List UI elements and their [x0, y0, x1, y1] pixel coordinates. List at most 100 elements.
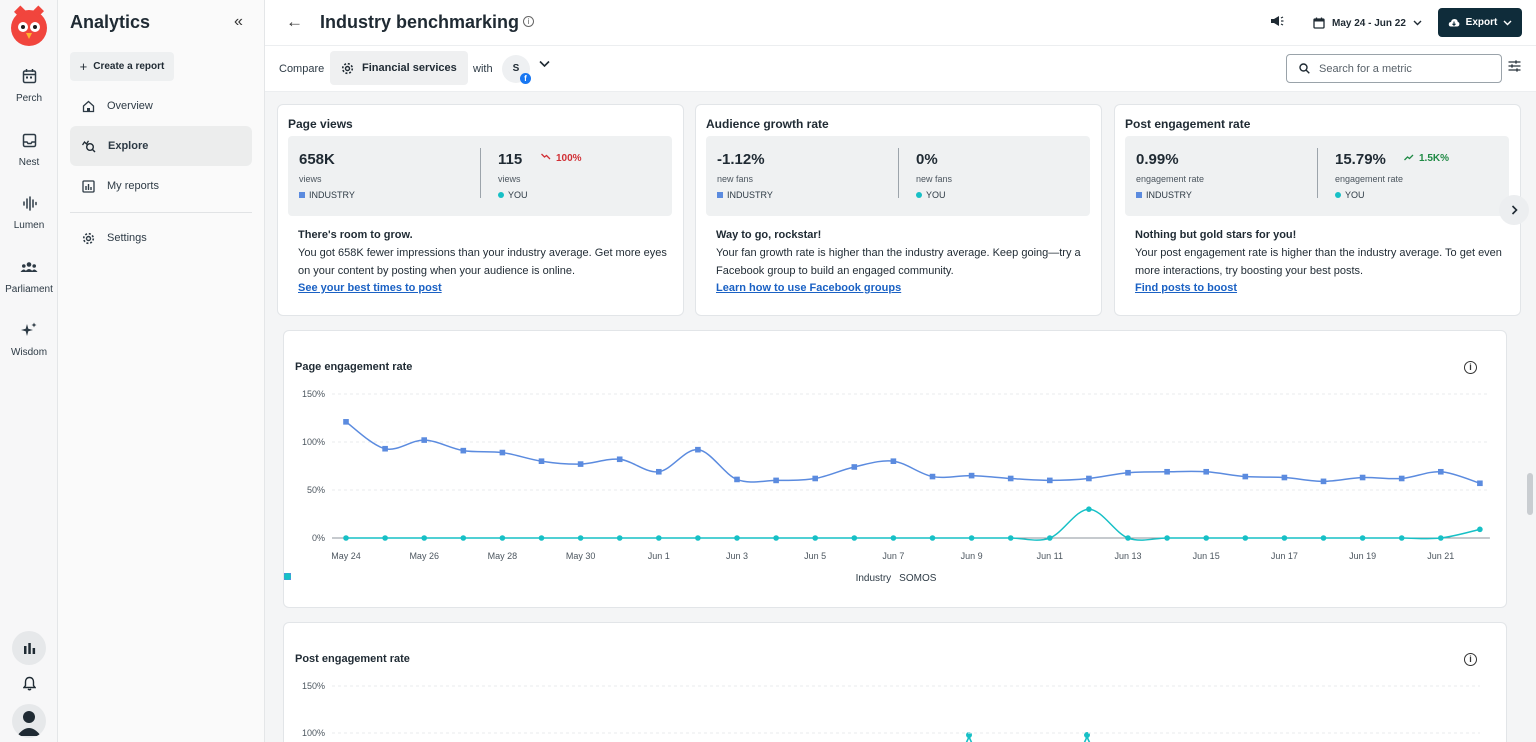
x-tick-label: Jun 11: [1037, 551, 1063, 561]
you-dot-icon: [916, 192, 922, 198]
sidebar-title: Analytics: [70, 12, 151, 32]
rail-item-wisdom[interactable]: Wisdom: [0, 322, 58, 358]
sidebar-divider: [70, 212, 252, 213]
legend-label: Industry: [855, 573, 892, 584]
info-icon[interactable]: i: [523, 16, 534, 27]
somos-data-point: [968, 535, 975, 541]
search-input[interactable]: [1319, 62, 1489, 75]
you-unit: views: [498, 174, 521, 184]
delta-badge: 1.5K%: [1404, 153, 1449, 164]
filter-sliders-icon[interactable]: [1508, 60, 1521, 72]
sidebar-item-my-reports[interactable]: My reports: [70, 166, 252, 206]
x-tick-label: Jun 9: [961, 551, 983, 561]
chevron-down-icon[interactable]: [539, 60, 550, 68]
date-range-picker[interactable]: May 24 - Jun 22: [1313, 9, 1422, 37]
owl-logo-icon[interactable]: [11, 5, 47, 46]
somos-data-point: [773, 535, 779, 541]
metric-search[interactable]: [1286, 54, 1502, 83]
x-tick-label: Jun 21: [1427, 551, 1454, 561]
industry-label: Financial services: [362, 62, 457, 74]
notifications-button[interactable]: [12, 666, 46, 700]
you-value: 0%: [916, 151, 938, 168]
industry-stat: 658K views INDUSTRY: [299, 151, 355, 200]
x-tick-label: Jun 7: [882, 551, 904, 561]
industry-data-point: [1477, 480, 1483, 487]
profile-avatar[interactable]: S f: [502, 55, 531, 84]
industry-square-icon: [299, 192, 305, 198]
scrollbar-thumb[interactable]: [1527, 473, 1533, 515]
industry-selector[interactable]: Financial services: [330, 51, 468, 85]
avatar[interactable]: [12, 704, 46, 738]
delta-badge: 100%: [541, 153, 582, 164]
somos-data-point: [1398, 535, 1405, 541]
announcement-icon[interactable]: [1270, 15, 1284, 27]
info-icon[interactable]: i: [1464, 653, 1477, 666]
rail-item-perch[interactable]: Perch: [0, 68, 58, 104]
industry-data-point: [460, 447, 467, 454]
x-tick-label: Jun 13: [1114, 551, 1141, 561]
you-value: 115: [498, 151, 523, 168]
industry-data-point: [616, 456, 623, 463]
analytics-rail-button[interactable]: [12, 631, 46, 665]
main-content: Page views 658K views INDUSTRY 115 views…: [265, 93, 1536, 742]
y-tick-label: 0%: [312, 533, 325, 543]
x-tick-label: Jun 3: [726, 551, 748, 561]
x-tick-label: May 26: [409, 551, 439, 561]
sidebar-item-settings[interactable]: Settings: [70, 218, 252, 258]
you-unit: engagement rate: [1335, 174, 1404, 184]
somos-data-point: [460, 535, 467, 541]
rail-item-nest[interactable]: Nest: [0, 133, 58, 168]
back-arrow-icon[interactable]: ←: [286, 12, 303, 31]
card-link[interactable]: Find posts to boost: [1135, 282, 1238, 294]
industry-data-point: [499, 449, 506, 456]
legend-item-somos[interactable]: SOMOS: [284, 573, 937, 584]
legend-item-industry[interactable]: Industry: [284, 573, 892, 584]
industry-data-point: [1125, 469, 1131, 476]
sidebar-item-label: Explore: [108, 140, 149, 152]
somos-data-point: [577, 535, 584, 541]
sidebar-item-label: My reports: [107, 180, 159, 192]
export-button[interactable]: Export: [1438, 8, 1522, 37]
chart-card-post-engagement: Post engagement rate i 150% 100%: [283, 622, 1507, 742]
card-stats: 0.99% engagement rate INDUSTRY 15.79% en…: [1125, 136, 1509, 216]
trend-up-icon: [1404, 154, 1414, 161]
card-body: Your fan growth rate is higher than the …: [716, 247, 1081, 277]
industry-data-point: [421, 437, 427, 443]
industry-value: 0.99%: [1136, 151, 1179, 168]
y-tick-label: 150%: [302, 681, 325, 691]
cloud-download-icon: [1448, 18, 1460, 26]
rail-item-parliament[interactable]: Parliament: [0, 260, 58, 295]
collapse-sidebar-button[interactable]: «: [234, 13, 243, 30]
somos-data-point: [1320, 535, 1327, 541]
industry-unit: engagement rate: [1136, 174, 1205, 184]
info-icon[interactable]: i: [1464, 361, 1477, 374]
sidebar-item-explore[interactable]: Explore: [70, 126, 252, 166]
create-report-button[interactable]: + Create a report: [70, 52, 174, 81]
rail-item-lumen[interactable]: Lumen: [0, 196, 58, 231]
carousel-next-button[interactable]: [1499, 195, 1529, 225]
delta-value: 100%: [556, 153, 582, 164]
chart-title: Page engagement rate: [295, 361, 413, 373]
trend-down-icon: [541, 153, 551, 160]
chart-title: Post engagement rate: [295, 653, 410, 665]
legend-label: SOMOS: [899, 573, 937, 584]
industry-tag: INDUSTRY: [299, 190, 355, 200]
page-engagement-line-chart: 150% 100% 50% 0% May 24 May 26 May 28 May 30 Jun…: [302, 389, 1490, 561]
inbox-icon: [22, 133, 36, 148]
sidebar-item-overview[interactable]: Overview: [70, 86, 252, 126]
card-stats: 658K views INDUSTRY 115 views YOU 100%: [288, 136, 672, 216]
somos-data-point: [1086, 506, 1092, 512]
somos-data-point: [1203, 535, 1209, 541]
card-body: Your post engagement rate is higher than…: [1135, 247, 1502, 277]
industry-data-point: [890, 458, 897, 464]
you-dot-icon: [1335, 192, 1341, 198]
card-link[interactable]: Learn how to use Facebook groups: [716, 282, 902, 294]
industry-unit: views: [299, 174, 322, 184]
somos-data-point: [851, 535, 858, 541]
industry-data-point: [1359, 474, 1366, 481]
card-link[interactable]: See your best times to post: [298, 282, 442, 294]
industry-data-point: [1242, 473, 1249, 480]
bell-icon: [22, 676, 36, 690]
industry-stat: 0.99% engagement rate INDUSTRY: [1136, 151, 1204, 200]
industry-data-point: [1438, 468, 1444, 475]
